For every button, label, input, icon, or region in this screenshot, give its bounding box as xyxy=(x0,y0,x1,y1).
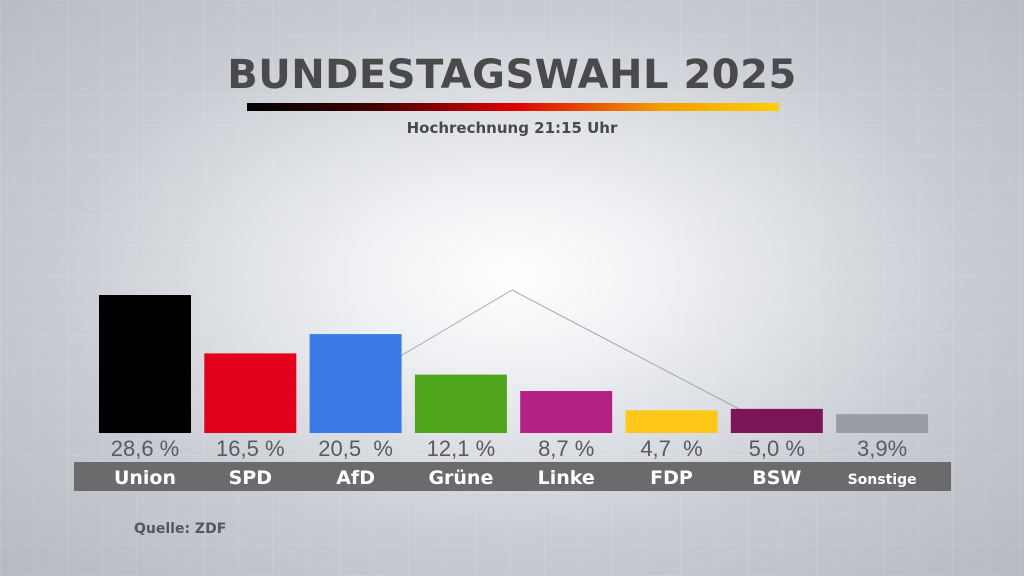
category-label: Sonstige xyxy=(848,472,917,488)
category-label-band xyxy=(74,462,951,491)
category-label: BSW xyxy=(752,467,801,489)
category-label: SPD xyxy=(229,467,272,489)
bar-gruene xyxy=(414,374,507,433)
value-label: 3,9% xyxy=(857,436,907,461)
bar-bsw xyxy=(730,408,823,433)
chart-title: BUNDESTAGSWAHL 2025 xyxy=(227,52,797,98)
value-label: 4,7 % xyxy=(640,436,702,461)
flag-color-bar xyxy=(247,103,779,111)
bar-spd xyxy=(204,353,297,433)
source-note: Quelle: ZDF xyxy=(134,521,227,537)
value-label: 20,5 % xyxy=(318,436,393,461)
bar-union xyxy=(99,295,191,433)
category-label: Grüne xyxy=(428,467,493,489)
category-label: Linke xyxy=(538,467,595,489)
bar-fdp xyxy=(625,410,718,433)
value-label: 16,5 % xyxy=(216,436,285,461)
value-label: 28,6 % xyxy=(111,436,180,461)
bar-linke xyxy=(520,391,613,433)
bar-sonstige xyxy=(836,414,929,433)
category-label: FDP xyxy=(650,467,693,489)
chart-subtitle: Hochrechnung 21:15 Uhr xyxy=(406,119,618,137)
bar-afd xyxy=(309,334,402,433)
value-label: 12,1 % xyxy=(427,436,496,461)
value-label: 8,7 % xyxy=(538,436,594,461)
value-label: 5,0 % xyxy=(749,436,805,461)
category-label: AfD xyxy=(336,467,375,489)
category-label: Union xyxy=(114,467,176,489)
